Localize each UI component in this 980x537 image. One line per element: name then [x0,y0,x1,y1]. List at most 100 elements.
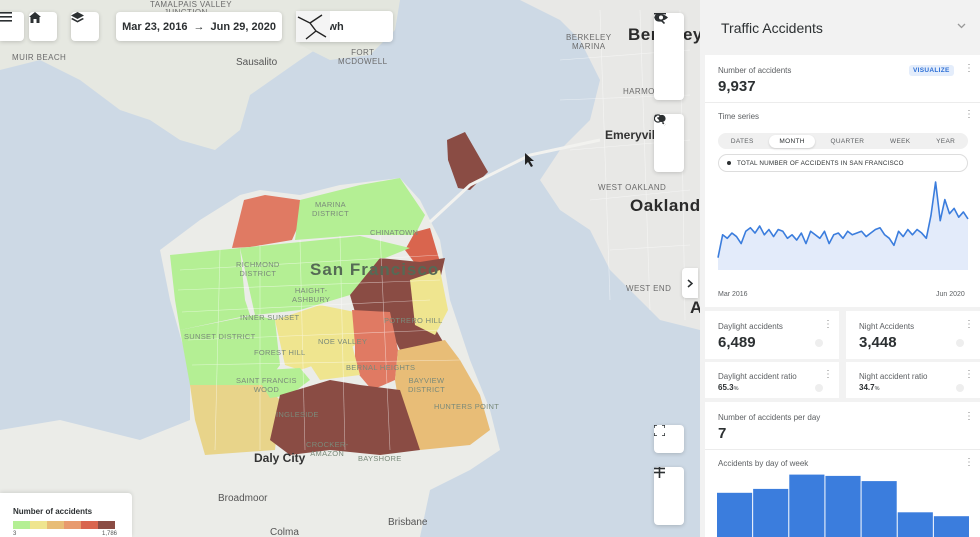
daylight-ratio-value-wrap: 65.3% [718,383,738,392]
map-view[interactable]: TAMALPAIS VALLEY JUNCTION MUIR BEACH Sau… [0,0,700,537]
collapse-panel-button[interactable] [682,268,698,298]
map-label-muir-beach: MUIR BEACH [12,53,67,62]
tab-quarter[interactable]: QUARTER [830,137,865,145]
accidents-label: Number of accidents [718,66,792,75]
daylight-menu-icon[interactable]: ⋮ [823,319,833,330]
region-bayview [395,340,490,450]
arrow-right-icon: → [193,20,205,33]
map-label-marina: MARINA DISTRICT [312,200,349,218]
night-ratio-value-wrap: 34.7% [859,383,879,392]
panel-title: Traffic Accidents [721,20,823,36]
map-label-bernal: BERNAL HEIGHTS [346,363,416,372]
map-label-west-end: WEST END [626,284,672,293]
night-info-icon [956,339,964,347]
map-label-st-francis: SAINT FRANCIS WOOD [236,376,297,394]
date-from: Mar 23, 2016 [122,20,188,33]
zoom-out-button[interactable] [654,467,684,525]
home-button[interactable] [29,12,57,41]
region-presidio [232,195,305,248]
filter-button[interactable] [654,13,684,71]
night-ratio-value: 34.7 [859,383,875,392]
legend-color-ramp [13,521,115,529]
daylight-card [705,311,839,359]
home-icon [29,12,41,23]
map-label-potrero: POTRERO HILL [384,316,443,325]
map-tools-group [654,13,684,100]
measure-button[interactable] [654,114,684,172]
per-day-label: Number of accidents per day [718,413,821,422]
map-label-richmond: RICHMOND DISTRICT [236,260,280,278]
tab-week[interactable]: WEEK [890,137,911,145]
timeseries-chart[interactable] [717,178,969,282]
ruler-icon [654,114,666,126]
minus-icon [654,467,665,470]
daylight-label: Daylight accidents [718,322,783,331]
dow-bar-2[interactable] [753,488,789,537]
timeseries-menu-icon[interactable]: ⋮ [964,109,974,120]
night-ratio-menu-icon[interactable]: ⋮ [964,369,974,380]
chevron-right-icon [687,278,693,288]
series-chip[interactable]: TOTAL NUMBER OF ACCIDENTS IN SAN FRANCIS… [718,154,968,172]
street-grid [177,9,691,451]
timeseries-tabs: DATES MONTH QUARTER WEEK YEAR [718,133,968,149]
map-label-san-francisco: San Francisco [310,260,440,279]
menu-button[interactable] [0,12,24,41]
widgets-panel: Traffic Accidents Number of accidents 9,… [700,0,980,537]
daylight-ratio-value: 65.3 [718,383,734,392]
tab-month[interactable]: MONTH [769,134,815,148]
hamburger-icon [0,12,12,22]
map-label-forest-hill: FOREST HILL [254,348,306,357]
dow-bar-3[interactable] [789,474,825,537]
daylight-ratio-menu-icon[interactable]: ⋮ [823,369,833,380]
visibility-button[interactable] [654,14,684,100]
night-ratio-card [846,362,980,398]
dow-label: Accidents by day of week [718,459,809,468]
map-label-bayview: BAYVIEW DISTRICT [408,376,445,394]
map-tools-group-2 [654,114,684,172]
map-label-inner-sunset: INNER SUNSET [240,313,300,322]
per-day-menu-icon[interactable]: ⋮ [964,411,974,422]
night-menu-icon[interactable]: ⋮ [964,319,974,330]
map-label-berkeley-marina: BERKELEY MARINA [566,33,612,51]
map-canvas[interactable] [0,0,700,537]
dow-bar-4[interactable] [825,475,861,537]
tab-dates[interactable]: DATES [730,137,754,145]
day-of-week-chart[interactable] [717,472,969,537]
map-label-tamalpais: TAMALPAIS VALLEY [150,0,232,9]
fullscreen-button[interactable] [654,425,684,453]
visualize-button[interactable]: VISUALIZE [909,65,954,76]
map-label-haight: HAIGHT- ASHBURY [292,286,331,304]
timeseries-label: Time series [718,112,760,121]
dow-bar-5[interactable] [861,481,897,537]
legend-swatch-4 [81,521,98,529]
dow-bar-7[interactable] [933,516,969,537]
legend-swatch-0 [13,521,30,529]
region-lakeshore [190,385,280,455]
dow-menu-icon[interactable]: ⋮ [964,457,974,468]
dow-bar-6[interactable] [897,512,933,537]
daylight-info-icon [815,339,823,347]
layer-selector[interactable]: Zcta dwh [296,11,393,42]
region-financial [405,228,440,270]
date-range-picker[interactable]: Mar 23, 2016 → Jun 29, 2020 [116,12,282,41]
zoom-controls [654,467,684,525]
map-label-west-oakland: WEST OAKLAND [598,183,667,192]
panel-header: Traffic Accidents [700,0,980,54]
tab-year[interactable]: YEAR [936,137,956,145]
legend-swatch-2 [47,521,64,529]
chevron-down-icon[interactable] [957,23,966,29]
legend-min: 3 [13,531,17,537]
region-stfrancis [262,368,310,398]
dow-bar-1[interactable] [717,492,753,537]
region-excelsior [270,380,420,455]
map-label-harmon: HARMON [623,87,661,96]
series-dot-icon [727,161,731,165]
cursor-icon [525,153,534,167]
layers-button[interactable] [71,12,99,41]
map-label-oakland: Oakland [630,196,700,215]
map-label-crocker: CROCKER- AMAZON [306,440,349,458]
accidents-menu-icon[interactable]: ⋮ [964,63,974,74]
zoom-in-button[interactable] [654,467,684,496]
map-label-sausalito: Sausalito [236,57,278,68]
timeseries-end-label: Jun 2020 [936,291,965,298]
